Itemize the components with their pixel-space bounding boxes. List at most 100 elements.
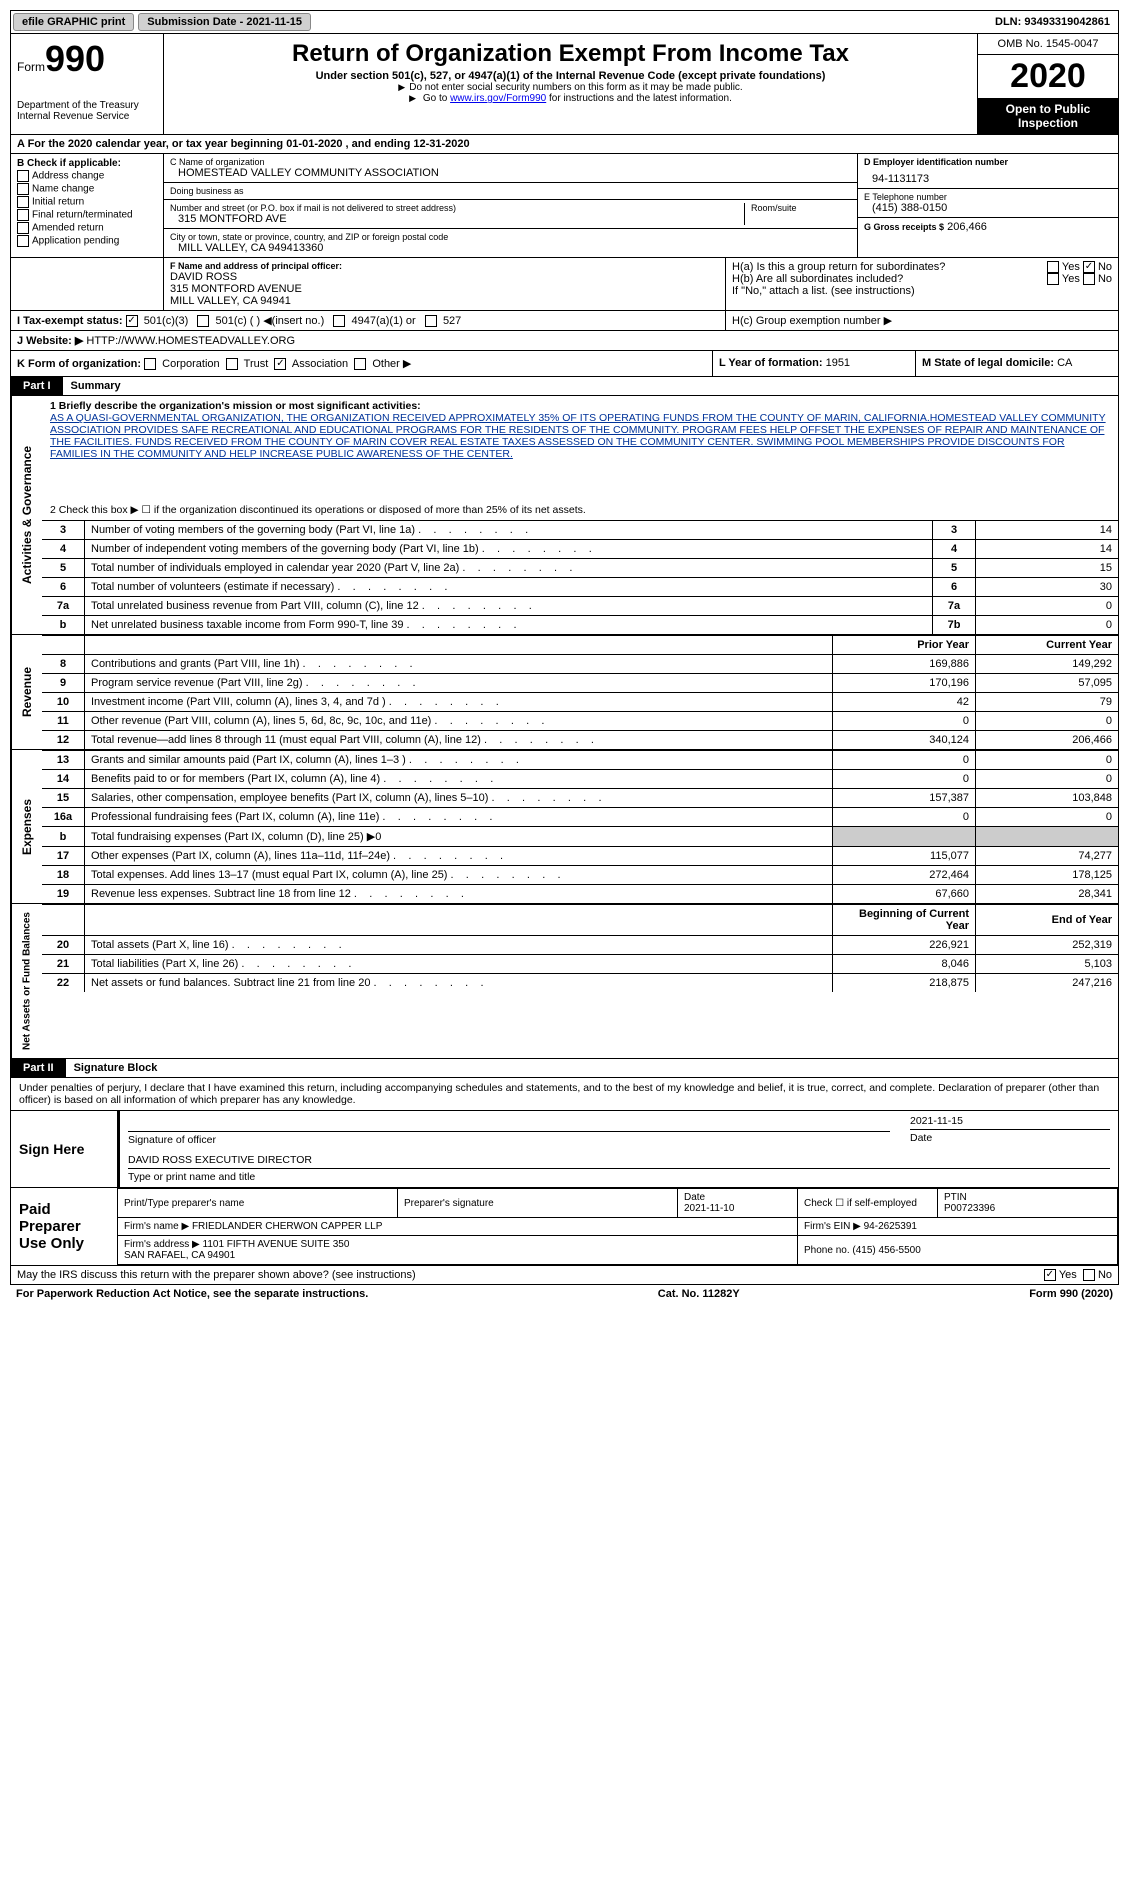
- omb-number: OMB No. 1545-0047: [978, 34, 1118, 55]
- line-label: Net assets or fund balances. Subtract li…: [85, 974, 833, 993]
- line-ref: 7a: [933, 597, 976, 616]
- current-value: [976, 827, 1119, 847]
- current-value: 252,319: [976, 936, 1119, 955]
- firm-ein-label: Firm's EIN ▶: [804, 1221, 861, 1232]
- k-trust-checkbox[interactable]: [226, 358, 238, 370]
- ha-no-checkbox[interactable]: [1083, 261, 1095, 273]
- chk-name-change[interactable]: Name change: [17, 183, 157, 195]
- current-value: 0: [976, 770, 1119, 789]
- yes-label: Yes: [1059, 1269, 1077, 1281]
- 4947-checkbox[interactable]: [333, 315, 345, 327]
- line-ref: 4: [933, 540, 976, 559]
- l-label: L Year of formation:: [719, 357, 823, 369]
- prep-print-label: Print/Type preparer's name: [124, 1198, 244, 1209]
- phone-value: (415) 388-0150: [864, 202, 1112, 214]
- sig-officer-label: Signature of officer: [128, 1131, 890, 1146]
- k-label: K Form of organization:: [17, 358, 141, 370]
- city-value: MILL VALLEY, CA 949413360: [170, 242, 851, 254]
- prior-value: 226,921: [833, 936, 976, 955]
- submission-date-value: 2021-11-15: [246, 16, 302, 28]
- section-b: B Check if applicable: Address change Na…: [11, 154, 164, 257]
- no-label: No: [1098, 261, 1112, 273]
- activities-table: 3 Number of voting members of the govern…: [42, 520, 1118, 634]
- submission-date-button[interactable]: Submission Date - 2021-11-15: [138, 13, 311, 31]
- 501c3-checkbox[interactable]: [126, 315, 138, 327]
- sig-date: 2021-11-15: [910, 1115, 1110, 1127]
- 527-checkbox[interactable]: [425, 315, 437, 327]
- org-name-label: C Name of organization: [170, 157, 851, 167]
- k-assoc-checkbox[interactable]: [274, 358, 286, 370]
- ptin-value: P00723396: [944, 1203, 995, 1214]
- expenses-section: Expenses 13 Grants and similar amounts p…: [10, 750, 1119, 904]
- line-value: 14: [976, 521, 1119, 540]
- part1-title: Summary: [63, 377, 129, 395]
- line-label: Total assets (Part X, line 16): [85, 936, 833, 955]
- line-label: Total revenue—add lines 8 through 11 (mu…: [85, 731, 833, 750]
- prior-value: 8,046: [833, 955, 976, 974]
- hb-yes-checkbox[interactable]: [1047, 273, 1059, 285]
- dln-value: 93493319042861: [1024, 16, 1110, 28]
- line-num: 22: [42, 974, 85, 993]
- open-public-badge: Open to Public Inspection: [978, 98, 1118, 134]
- top-bar: efile GRAPHIC print Submission Date - 20…: [10, 10, 1119, 34]
- current-value: 0: [976, 712, 1119, 731]
- k-other-checkbox[interactable]: [354, 358, 366, 370]
- line-label: Number of voting members of the governin…: [85, 521, 933, 540]
- prior-value: 340,124: [833, 731, 976, 750]
- chk-application-pending[interactable]: Application pending: [17, 235, 157, 247]
- section-l: L Year of formation: 1951: [713, 351, 916, 376]
- prior-value: 218,875: [833, 974, 976, 993]
- officer-name-title: DAVID ROSS EXECUTIVE DIRECTOR: [128, 1154, 1110, 1166]
- section-i: I Tax-exempt status: 501(c)(3) 501(c) ( …: [11, 311, 726, 330]
- chk-initial-return[interactable]: Initial return: [17, 196, 157, 208]
- current-value: 5,103: [976, 955, 1119, 974]
- line-label: Professional fundraising fees (Part IX, …: [85, 808, 833, 827]
- line-num: 3: [42, 521, 85, 540]
- chk-final-return[interactable]: Final return/terminated: [17, 209, 157, 221]
- header-right: OMB No. 1545-0047 2020 Open to Public In…: [977, 34, 1118, 134]
- line-ref: 7b: [933, 616, 976, 635]
- opt-527: 527: [443, 315, 461, 327]
- firm-addr-label: Firm's address ▶: [124, 1239, 200, 1250]
- dln: DLN: 93493319042861: [987, 13, 1118, 31]
- part2-bar: Part II Signature Block: [10, 1059, 1119, 1078]
- chk-label: Application pending: [32, 236, 119, 247]
- line-ref: 5: [933, 559, 976, 578]
- prep-sig-label: Preparer's signature: [404, 1198, 494, 1209]
- discuss-no-checkbox[interactable]: [1083, 1269, 1095, 1281]
- hb-no-checkbox[interactable]: [1083, 273, 1095, 285]
- header-center: Return of Organization Exempt From Incom…: [164, 34, 977, 134]
- line-value: 0: [976, 597, 1119, 616]
- chk-amended[interactable]: Amended return: [17, 222, 157, 234]
- opt-4947: 4947(a)(1) or: [352, 315, 416, 327]
- line-num: 8: [42, 655, 85, 674]
- prep-check-label: Check ☐ if self-employed: [804, 1198, 917, 1209]
- line-label: Other revenue (Part VIII, column (A), li…: [85, 712, 833, 731]
- chk-label: Address change: [32, 171, 104, 182]
- prior-value: 272,464: [833, 866, 976, 885]
- footer-bottom: For Paperwork Reduction Act Notice, see …: [10, 1285, 1119, 1303]
- ein-value: 94-1131173: [864, 173, 1112, 185]
- line-num: 20: [42, 936, 85, 955]
- prior-value: 169,886: [833, 655, 976, 674]
- chk-address-change[interactable]: Address change: [17, 170, 157, 182]
- discuss-yes-checkbox[interactable]: [1044, 1269, 1056, 1281]
- tax-status-label: I Tax-exempt status:: [17, 315, 123, 327]
- ptin-label: PTIN: [944, 1192, 967, 1203]
- 501c-checkbox[interactable]: [197, 315, 209, 327]
- ha-yes-checkbox[interactable]: [1047, 261, 1059, 273]
- section-m: M State of legal domicile: CA: [916, 351, 1118, 376]
- prior-value: 0: [833, 712, 976, 731]
- section-c: C Name of organization HOMESTEAD VALLEY …: [164, 154, 857, 257]
- hc-label: H(c) Group exemption number ▶: [732, 315, 892, 327]
- line-label: Revenue less expenses. Subtract line 18 …: [85, 885, 833, 904]
- netassets-table: Beginning of Current Year End of Year20 …: [42, 904, 1118, 992]
- section-hc: H(c) Group exemption number ▶: [726, 311, 1118, 330]
- discuss-row: May the IRS discuss this return with the…: [10, 1266, 1119, 1285]
- paid-prep-label: Paid Preparer Use Only: [11, 1188, 117, 1265]
- main-info-grid: B Check if applicable: Address change Na…: [10, 154, 1119, 258]
- k-corp-checkbox[interactable]: [144, 358, 156, 370]
- line-num: 9: [42, 674, 85, 693]
- irs-link[interactable]: www.irs.gov/Form990: [450, 93, 546, 104]
- efile-print-button[interactable]: efile GRAPHIC print: [13, 13, 134, 31]
